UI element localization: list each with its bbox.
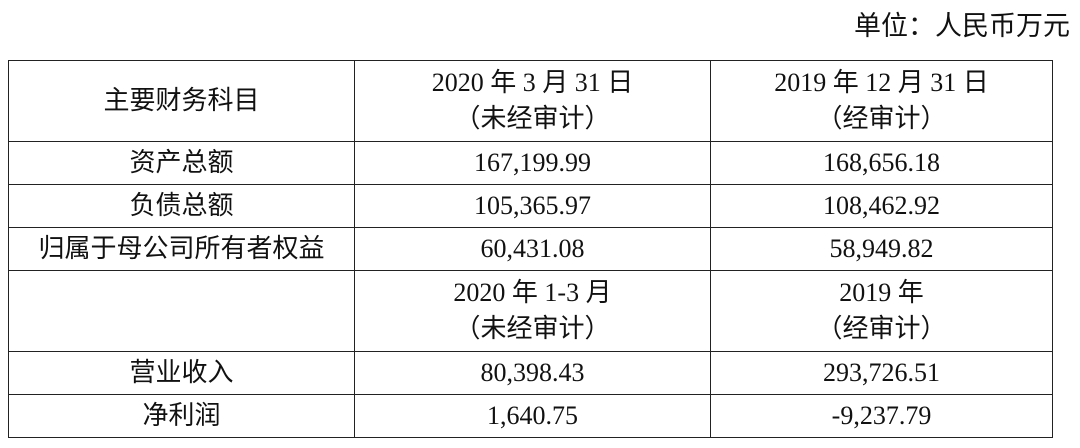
row-label: 营业收入 xyxy=(8,351,355,395)
table-subheader-row: 2020 年 1-3 月 （未经审计） 2019 年 （经审计） xyxy=(8,270,1053,352)
value-2019: 58,949.82 xyxy=(710,227,1053,271)
value-2019: 108,462.92 xyxy=(710,184,1053,228)
value-2019: 168,656.18 xyxy=(710,141,1053,185)
value-2020: 1,640.75 xyxy=(354,394,711,438)
table-row: 营业收入 80,398.43 293,726.51 xyxy=(8,351,1053,395)
header-2020-q1-balance: 2020 年 3 月 31 日 （未经审计） xyxy=(354,60,711,142)
subheader-audit-status: （未经审计） xyxy=(454,314,611,343)
header-audit-status: （未经审计） xyxy=(454,104,611,133)
table-row: 归属于母公司所有者权益 60,431.08 58,949.82 xyxy=(8,227,1053,271)
row-label: 负债总额 xyxy=(8,184,355,228)
value-2020: 105,365.97 xyxy=(354,184,711,228)
value-2020: 60,431.08 xyxy=(354,227,711,271)
row-label: 归属于母公司所有者权益 xyxy=(8,227,355,271)
header-date: 2020 年 3 月 31 日 xyxy=(431,68,634,97)
header-audit-status: （经审计） xyxy=(816,104,947,133)
unit-label: 单位：人民币万元 xyxy=(854,11,1070,41)
table-row: 负债总额 105,365.97 108,462.92 xyxy=(8,184,1053,228)
value-2019: -9,237.79 xyxy=(710,394,1053,438)
subheader-period: 2020 年 1-3 月 xyxy=(453,278,612,307)
row-label: 资产总额 xyxy=(8,141,355,185)
header-item: 主要财务科目 xyxy=(8,60,355,142)
header-date: 2019 年 12 月 31 日 xyxy=(774,68,989,97)
table-row: 资产总额 167,199.99 168,656.18 xyxy=(8,141,1053,185)
value-2019: 293,726.51 xyxy=(710,351,1053,395)
header-2019-balance: 2019 年 12 月 31 日 （经审计） xyxy=(710,60,1053,142)
subheader-period: 2019 年 xyxy=(839,278,924,307)
subheader-2019-period: 2019 年 （经审计） xyxy=(710,270,1053,352)
table-header-row: 主要财务科目 2020 年 3 月 31 日 （未经审计） 2019 年 12 月… xyxy=(8,60,1053,142)
value-2020: 167,199.99 xyxy=(354,141,711,185)
value-2020: 80,398.43 xyxy=(354,351,711,395)
table-row: 净利润 1,640.75 -9,237.79 xyxy=(8,394,1053,438)
row-label: 净利润 xyxy=(8,394,355,438)
subheader-audit-status: （经审计） xyxy=(816,314,947,343)
financial-table: 主要财务科目 2020 年 3 月 31 日 （未经审计） 2019 年 12 月… xyxy=(8,60,1053,438)
subheader-item xyxy=(8,270,355,352)
subheader-2020-q1-period: 2020 年 1-3 月 （未经审计） xyxy=(354,270,711,352)
